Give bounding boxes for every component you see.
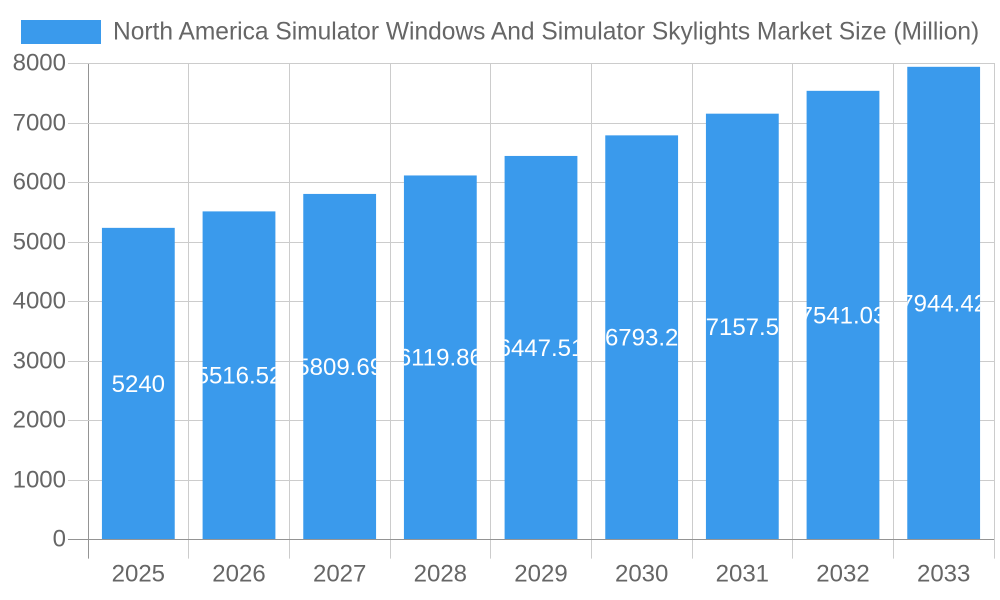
svg-text:North America Simulator Window: North America Simulator Windows And Simu… bbox=[113, 19, 979, 46]
svg-text:6447.51: 6447.51 bbox=[498, 335, 585, 362]
svg-text:5809.69: 5809.69 bbox=[296, 354, 383, 381]
svg-text:5000: 5000 bbox=[13, 229, 66, 256]
svg-text:5516.52: 5516.52 bbox=[196, 363, 283, 390]
svg-text:2030: 2030 bbox=[615, 561, 668, 588]
svg-text:4000: 4000 bbox=[13, 288, 66, 315]
svg-text:2027: 2027 bbox=[313, 561, 366, 588]
svg-text:6119.86: 6119.86 bbox=[398, 345, 483, 372]
svg-text:7944.42: 7944.42 bbox=[900, 290, 987, 317]
svg-text:5240: 5240 bbox=[112, 371, 165, 398]
svg-text:2025: 2025 bbox=[112, 561, 165, 588]
svg-text:2032: 2032 bbox=[816, 561, 869, 588]
svg-text:2029: 2029 bbox=[514, 561, 567, 588]
svg-text:0: 0 bbox=[53, 526, 66, 553]
svg-text:2028: 2028 bbox=[414, 561, 467, 588]
svg-text:7541.03: 7541.03 bbox=[800, 302, 887, 329]
svg-text:6000: 6000 bbox=[13, 169, 66, 196]
svg-text:2000: 2000 bbox=[13, 407, 66, 434]
svg-text:7157.5: 7157.5 bbox=[706, 314, 779, 341]
svg-text:2031: 2031 bbox=[716, 561, 769, 588]
svg-text:6793.2: 6793.2 bbox=[605, 325, 678, 352]
svg-text:2033: 2033 bbox=[917, 561, 970, 588]
svg-text:1000: 1000 bbox=[13, 467, 66, 494]
svg-text:8000: 8000 bbox=[13, 50, 66, 77]
svg-text:7000: 7000 bbox=[13, 110, 66, 137]
svg-text:3000: 3000 bbox=[13, 348, 66, 375]
svg-text:2026: 2026 bbox=[212, 561, 265, 588]
